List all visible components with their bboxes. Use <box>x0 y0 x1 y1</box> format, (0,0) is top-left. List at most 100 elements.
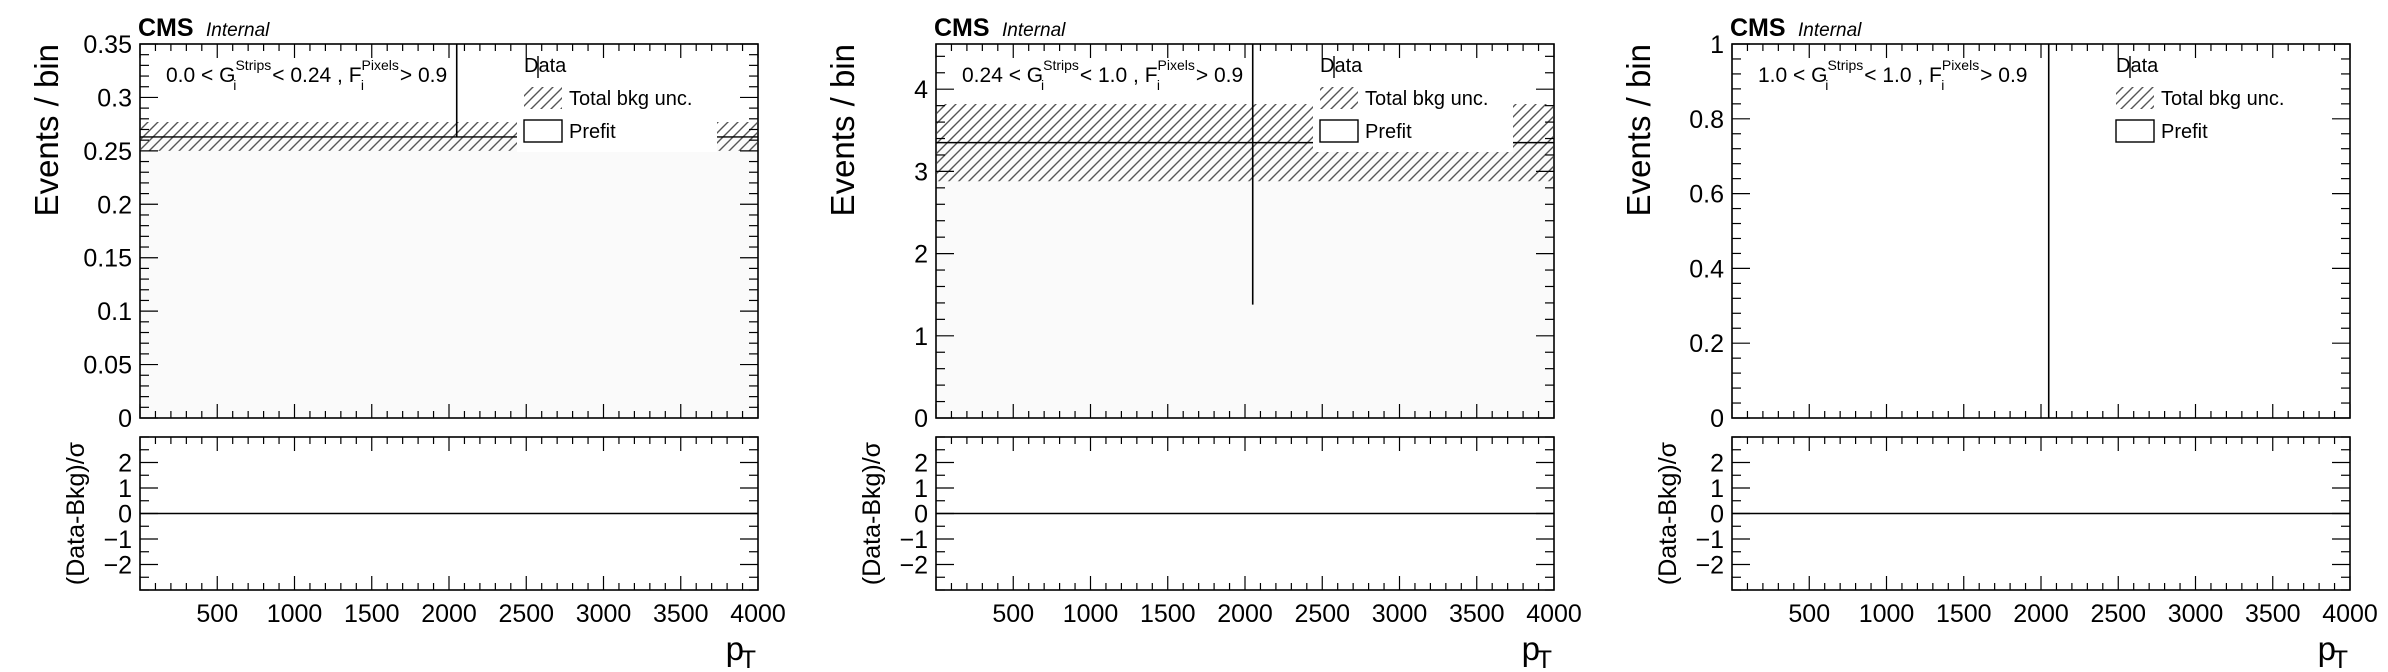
cut-part-tail: > 0.9 <box>1190 64 1243 87</box>
ratio-tick-label: 1 <box>118 475 132 503</box>
y-tick-label: 0.2 <box>97 191 132 219</box>
y-tick-label: 0.8 <box>1689 106 1724 134</box>
y-tick-label: 0.15 <box>83 245 132 273</box>
x-tick-label: 3500 <box>2245 600 2301 628</box>
y-tick-label: 4 <box>914 76 928 104</box>
x-tick-label: 500 <box>196 600 238 628</box>
prefit-fill <box>937 142 1553 418</box>
cut-part-lo: 0.24 < G <box>962 64 1043 87</box>
x-tick-label: 1000 <box>1063 600 1119 628</box>
x-tick-label: 2000 <box>1217 600 1273 628</box>
cut-part-f-sup: Pixels <box>362 57 399 73</box>
cut-part-hi: < 0.24 , F <box>266 64 361 87</box>
internal-label: Internal <box>1002 20 1066 41</box>
ratio-tick-label: −2 <box>899 552 928 580</box>
y-axis-label: Events / bin <box>1620 44 1657 216</box>
legend-unc-swatch <box>1320 87 1358 109</box>
legend-prefit-label: Prefit <box>569 121 616 143</box>
legend-prefit-swatch <box>2115 119 2155 143</box>
legend-unc-swatch <box>524 87 562 109</box>
x-tick-label: 4000 <box>1526 600 1582 628</box>
cut-part-g-sub: i <box>233 77 236 93</box>
cms-label: CMS <box>1730 14 1786 42</box>
legend-prefit-label: Prefit <box>2161 121 2208 143</box>
cut-label: 1.0 < GStrips i < 1.0 , FPixels i > 0.9 <box>1758 57 2027 93</box>
y-tick-label: 0 <box>914 405 928 433</box>
cut-part-hi: < 1.0 , F <box>1858 64 1941 87</box>
ratio-tick-label: 2 <box>914 450 928 478</box>
legend-unc-swatch <box>2116 87 2154 109</box>
x-tick-label: 3000 <box>576 600 632 628</box>
legend-prefit-swatch <box>1319 119 1359 143</box>
x-tick-label: 500 <box>1788 600 1830 628</box>
y-tick-label: 0 <box>1710 405 1724 433</box>
x-tick-label: 2500 <box>498 600 554 628</box>
ratio-tick-label: −1 <box>1695 526 1724 554</box>
legend-data-label: Data <box>2116 55 2159 77</box>
cms-label: CMS <box>138 14 194 42</box>
cut-label: 0.24 < GStrips i < 1.0 , FPixels i > 0.9 <box>962 57 1243 93</box>
y-tick-label: 0 <box>118 405 132 433</box>
x-tick-label: 500 <box>992 600 1034 628</box>
cut-part-f-sub: i <box>1157 77 1160 93</box>
cut-part-g-sub: i <box>1825 77 1828 93</box>
x-axis-label-sub: T <box>2333 646 2348 672</box>
ratio-axis-label: (Data-Bkg)/σ <box>858 441 886 585</box>
cms-label: CMS <box>934 14 990 42</box>
internal-label: Internal <box>206 20 270 41</box>
legend-unc-label: Total bkg unc. <box>2161 88 2284 110</box>
ratio-tick-label: 2 <box>118 450 132 478</box>
y-tick-label: 1 <box>1710 31 1724 59</box>
ratio-tick-label: 1 <box>914 475 928 503</box>
x-tick-label: 4000 <box>730 600 786 628</box>
x-axis-label: p <box>726 630 744 667</box>
legend-data-label: Data <box>1320 55 1363 77</box>
cut-part-f-sub: i <box>361 77 364 93</box>
ratio-axis-label: (Data-Bkg)/σ <box>62 441 90 585</box>
x-axis-label-sub: T <box>1537 646 1552 672</box>
y-tick-label: 0.4 <box>1689 255 1724 283</box>
ratio-tick-label: 2 <box>1710 450 1724 478</box>
ratio-tick-label: −1 <box>103 526 132 554</box>
ratio-tick-label: −2 <box>103 552 132 580</box>
ratio-tick-label: 0 <box>118 501 132 529</box>
x-axis-label: p <box>1522 630 1540 667</box>
x-tick-label: 4000 <box>2322 600 2378 628</box>
x-tick-label: 1500 <box>344 600 400 628</box>
cut-part-g-sub: i <box>1041 77 1044 93</box>
legend-data-label: Data <box>524 55 567 77</box>
cut-part-g-sup: Strips <box>1043 57 1079 73</box>
y-tick-label: 1 <box>914 323 928 351</box>
x-tick-label: 1000 <box>267 600 323 628</box>
y-axis-label: Events / bin <box>28 44 65 216</box>
y-tick-label: 0.6 <box>1689 181 1724 209</box>
x-axis-label-sub: T <box>741 646 756 672</box>
ratio-tick-label: 0 <box>914 501 928 529</box>
x-tick-label: 1500 <box>1140 600 1196 628</box>
legend-prefit-swatch <box>523 119 563 143</box>
ratio-tick-label: 1 <box>1710 475 1724 503</box>
cut-part-f-sub: i <box>1941 77 1944 93</box>
x-tick-label: 3000 <box>1372 600 1428 628</box>
x-tick-label: 3500 <box>1449 600 1505 628</box>
cut-part-f-sup: Pixels <box>1158 57 1195 73</box>
x-tick-label: 2000 <box>2013 600 2069 628</box>
prefit-fill <box>141 136 757 419</box>
ratio-axis-label: (Data-Bkg)/σ <box>1654 441 1682 585</box>
y-tick-label: 3 <box>914 158 928 186</box>
cut-part-hi: < 1.0 , F <box>1074 64 1157 87</box>
x-tick-label: 1500 <box>1936 600 1992 628</box>
ratio-tick-label: 0 <box>1710 501 1724 529</box>
internal-label: Internal <box>1798 20 1862 41</box>
legend-unc-label: Total bkg unc. <box>569 88 692 110</box>
y-tick-label: 0.1 <box>97 298 132 326</box>
cut-part-tail: > 0.9 <box>1974 64 2027 87</box>
ratio-tick-label: −2 <box>1695 552 1724 580</box>
cut-part-lo: 0.0 < G <box>166 64 235 87</box>
x-tick-label: 1000 <box>1859 600 1915 628</box>
cut-part-g-sup: Strips <box>235 57 271 73</box>
